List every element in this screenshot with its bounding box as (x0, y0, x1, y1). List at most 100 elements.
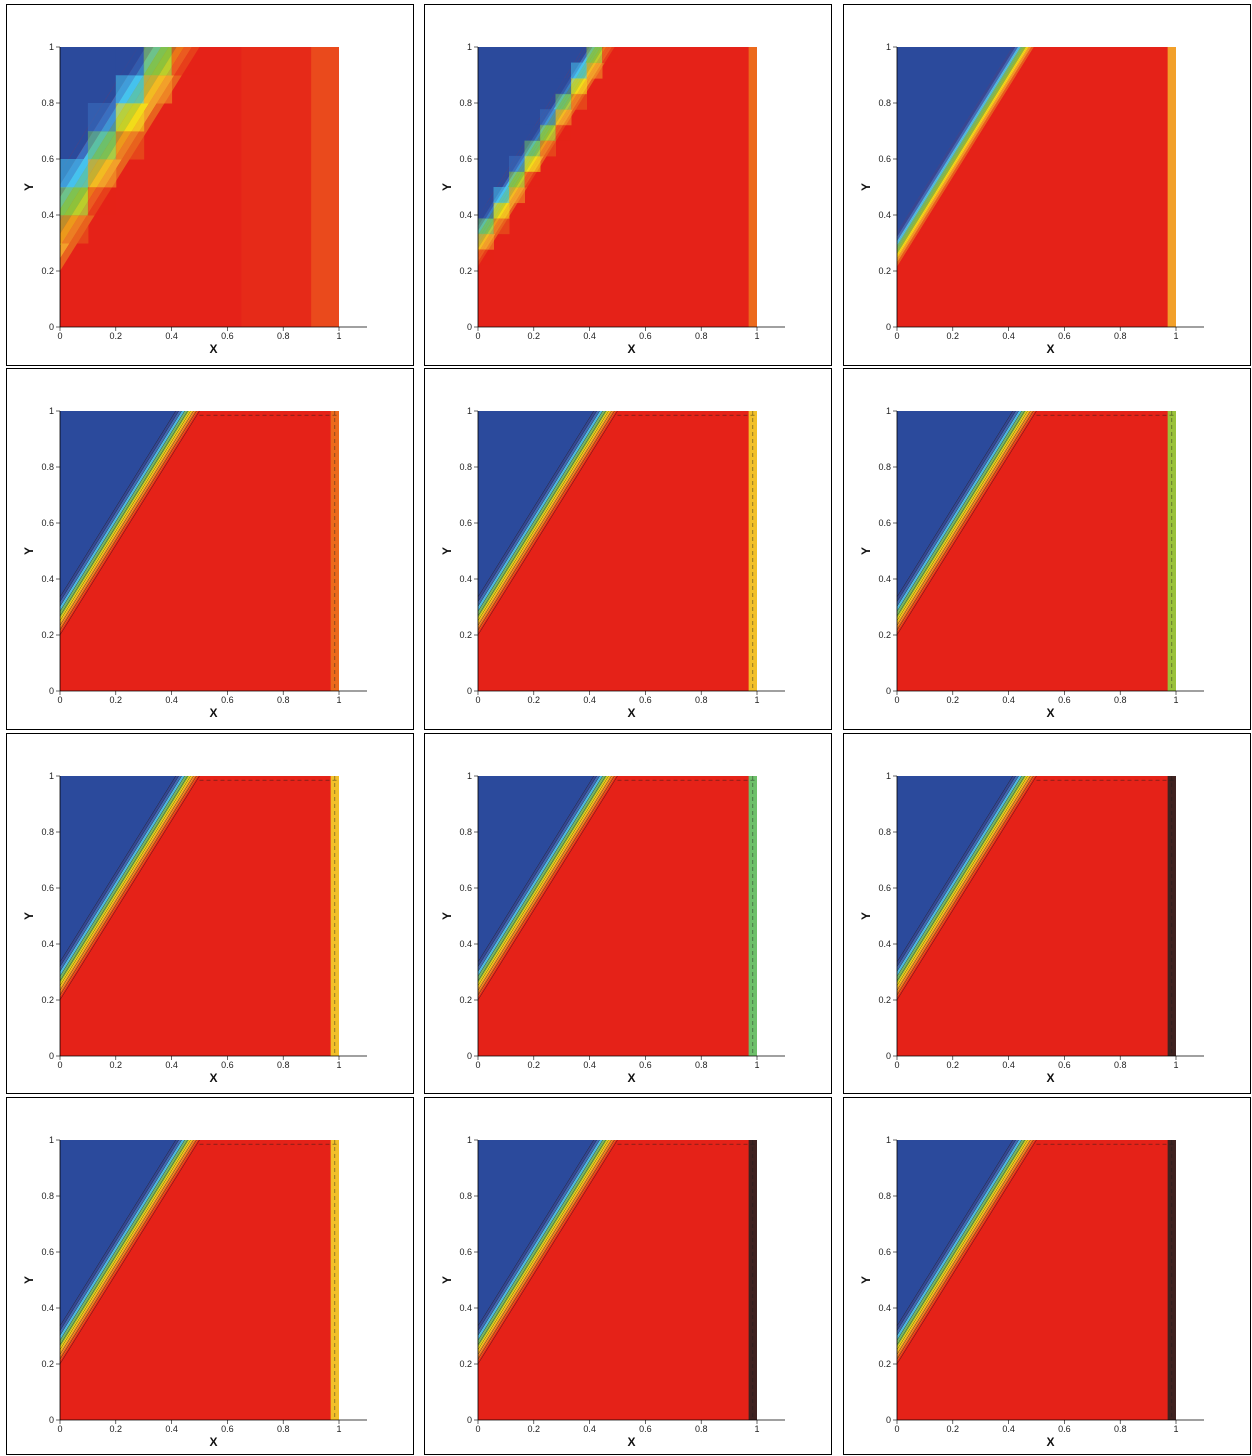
x-tick-label: 0.4 (1002, 695, 1015, 705)
transition-band-strip (897, 47, 1026, 255)
x-tick-label: 1 (754, 1060, 759, 1070)
contour-line (59, 775, 185, 977)
x-tick-label: 1 (336, 331, 341, 341)
contour-line (59, 410, 200, 636)
contour-plot-svg: 0 0.2 0.4 0.6 0.8 1 0 0.2 0.4 0.6 0.8 1 X Y (22, 771, 367, 1085)
x-tick-label: 0 (894, 331, 899, 341)
y-axis-title: Y (440, 912, 454, 920)
x-tick-label: 0.6 (639, 331, 652, 341)
x-tick-label: 0.4 (1002, 1424, 1015, 1434)
contour-line (59, 1139, 194, 1355)
mesh-cell (586, 62, 603, 79)
transition-band-strip (897, 47, 1021, 246)
transition-band-strip (478, 1140, 617, 1362)
y-tick-label: 0.2 (878, 266, 891, 276)
contour-line (477, 410, 597, 602)
x-tick-label: 0.2 (947, 1424, 960, 1434)
x-tick-label: 0.6 (1058, 695, 1071, 705)
x-axis-title: X (1046, 1435, 1054, 1449)
transition-band-strip (897, 411, 1015, 600)
x-tick-label: 0.8 (695, 1060, 708, 1070)
y-tick-label: 0.4 (459, 210, 472, 220)
x-tick-label: 0.4 (1002, 1060, 1015, 1070)
contour-line (896, 775, 1025, 982)
contour-line (477, 410, 612, 626)
x-tick-label: 0.6 (639, 1060, 652, 1070)
x-tick-label: 0 (475, 1060, 480, 1070)
contour-line (477, 410, 603, 612)
x-tick-label: 0 (475, 695, 480, 705)
y-tick-label: 0.2 (41, 266, 54, 276)
contour-plot-svg: 0 0.2 0.4 0.6 0.8 1 0 0.2 0.4 0.6 0.8 1 X Y (859, 42, 1204, 356)
y-axis-title: Y (440, 547, 454, 555)
transition-band-strip (897, 776, 1015, 965)
contour-line (477, 1139, 597, 1331)
x-axis-title: X (627, 1435, 635, 1449)
mesh-cell (60, 187, 89, 216)
transition-band-strip (897, 47, 1037, 271)
contour-line (59, 1139, 197, 1360)
contour-plot-svg: 0 0.2 0.4 0.6 0.8 1 0 0.2 0.4 0.6 0.8 1 X Y (440, 1135, 785, 1449)
contour-line (59, 410, 197, 631)
x-tick-label: 0.2 (528, 695, 541, 705)
y-tick-label: 0.2 (41, 1359, 54, 1369)
y-tick-label: 0.8 (878, 1191, 891, 1201)
mesh-cell (478, 233, 494, 250)
mesh-cell (171, 47, 200, 76)
x-tick-label: 0.8 (277, 331, 290, 341)
plot-panel: 0 0.2 0.4 0.6 0.8 1 0 0.2 0.4 0.6 0.8 1 X Y (843, 4, 1251, 366)
x-tick-label: 0.8 (1114, 695, 1127, 705)
mesh-cell (540, 124, 556, 141)
mesh-cell (478, 249, 494, 266)
plot-panel: 0 0.2 0.4 0.6 0.8 1 0 0.2 0.4 0.6 0.8 1 X Y (424, 733, 832, 1094)
x-tick-label: 0.6 (639, 1424, 652, 1434)
contour-plot-svg: 0 0.2 0.4 0.6 0.8 1 0 0.2 0.4 0.6 0.8 1 X Y (859, 771, 1204, 1085)
x-tick-label: 0.6 (1058, 331, 1071, 341)
contour-plot-svg: 0 0.2 0.4 0.6 0.8 1 0 0.2 0.4 0.6 0.8 1 X Y (440, 771, 785, 1085)
x-tick-label: 0.2 (110, 331, 123, 341)
contour-line (896, 410, 1034, 631)
y-axis-title: Y (859, 547, 873, 555)
y-tick-label: 0.6 (878, 1247, 891, 1257)
mesh-cell (509, 171, 525, 188)
field-region-low (897, 47, 1013, 233)
x-tick-label: 0.4 (583, 695, 596, 705)
y-tick-label: 0.2 (459, 266, 472, 276)
y-tick-label: 0.4 (459, 574, 472, 584)
mesh-cell (60, 215, 89, 244)
mesh-cell (524, 171, 541, 188)
transition-band-strip (897, 776, 1027, 984)
contour-line (477, 775, 594, 963)
mesh-cell (493, 202, 510, 219)
x-tick-label: 0.4 (1002, 331, 1015, 341)
x-tick-label: 0 (475, 331, 480, 341)
contour-plot-svg: 0 0.2 0.4 0.6 0.8 1 0 0.2 0.4 0.6 0.8 1 X Y (440, 42, 785, 356)
y-tick-label: 0 (49, 686, 54, 696)
y-tick-label: 1 (886, 771, 891, 781)
x-tick-label: 0.4 (165, 1424, 178, 1434)
mesh-cell (555, 124, 572, 141)
y-tick-label: 1 (49, 1135, 54, 1145)
y-tick-label: 0 (49, 322, 54, 332)
y-tick-label: 0.2 (459, 1359, 472, 1369)
right-boundary-strip (748, 47, 757, 327)
x-tick-label: 0.2 (528, 1060, 541, 1070)
mesh-cell (60, 159, 89, 188)
transition-band-strip (478, 776, 596, 965)
x-tick-label: 1 (754, 695, 759, 705)
contour-line (896, 410, 1016, 602)
y-tick-label: 0 (467, 686, 472, 696)
x-tick-label: 1 (1173, 1424, 1178, 1434)
contour-line (477, 410, 615, 631)
x-tick-label: 1 (336, 695, 341, 705)
plot-panel: 0 0.2 0.4 0.6 0.8 1 0 0.2 0.4 0.6 0.8 1 X Y (6, 733, 414, 1094)
y-axis-title: Y (859, 183, 873, 191)
y-tick-label: 0.6 (41, 154, 54, 164)
contour-line (896, 1139, 1028, 1350)
x-tick-label: 0 (57, 1060, 62, 1070)
contour-line (59, 775, 188, 982)
y-tick-label: 0.6 (41, 883, 54, 893)
mesh-cell (509, 155, 525, 172)
x-tick-label: 0.8 (1114, 1060, 1127, 1070)
y-tick-label: 0.4 (41, 574, 54, 584)
